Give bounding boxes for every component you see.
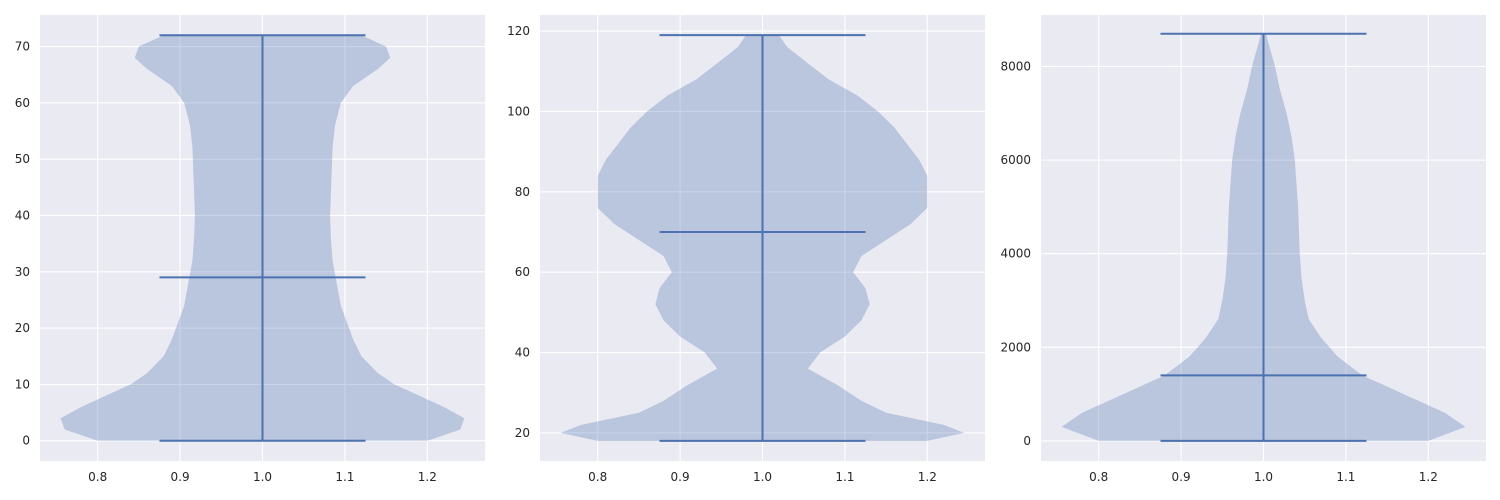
y-tick-label: 60	[515, 265, 530, 279]
y-tick-label: 80	[515, 185, 530, 199]
x-tick-label: 0.8	[88, 470, 107, 484]
violin-panel-3: 0.8 0.9 1.0 1.1 1.2 0 2000 4000 6000 8000	[1000, 15, 1486, 484]
y-tick-label: 100	[507, 104, 530, 118]
y-tick-label: 6000	[1000, 153, 1031, 167]
x-tick-label: 1.0	[253, 470, 272, 484]
y-tick-label: 70	[15, 40, 30, 54]
x-tick-label: 1.1	[335, 470, 354, 484]
y-tick-label: 60	[15, 96, 30, 110]
y-tick-label: 120	[507, 24, 530, 38]
x-tick-label: 0.9	[671, 470, 690, 484]
y-tick-label: 30	[15, 265, 30, 279]
y-tick-label: 20	[515, 426, 530, 440]
y-tick-label: 20	[15, 321, 30, 335]
y-tick-label: 50	[15, 152, 30, 166]
x-tick-label: 0.9	[1172, 470, 1191, 484]
y-tick-label: 40	[515, 346, 530, 360]
x-tick-label: 1.0	[1254, 470, 1273, 484]
x-tick-label: 0.9	[171, 470, 190, 484]
y-tick-label: 0	[22, 434, 30, 448]
violin-panel-2: 0.8 0.9 1.0 1.1 1.2 20 40 60 80 100 120	[507, 15, 985, 484]
x-tick-label: 0.8	[588, 470, 607, 484]
y-tick-label: 4000	[1000, 247, 1031, 261]
x-tick-label: 1.2	[918, 470, 937, 484]
x-tick-label: 1.2	[418, 470, 437, 484]
y-tick-label: 2000	[1000, 340, 1031, 354]
y-tick-label: 0	[1023, 434, 1031, 448]
y-tick-label: 10	[15, 377, 30, 391]
x-tick-label: 1.1	[1336, 470, 1355, 484]
x-tick-label: 1.2	[1419, 470, 1438, 484]
violin-panel-1: 0.8 0.9 1.0 1.1 1.2 0 10 20 30 40 50 60 70	[15, 15, 485, 484]
x-tick-label: 0.8	[1089, 470, 1108, 484]
x-tick-label: 1.1	[835, 470, 854, 484]
y-tick-label: 8000	[1000, 59, 1031, 73]
x-tick-label: 1.0	[753, 470, 772, 484]
y-tick-label: 40	[15, 208, 30, 222]
